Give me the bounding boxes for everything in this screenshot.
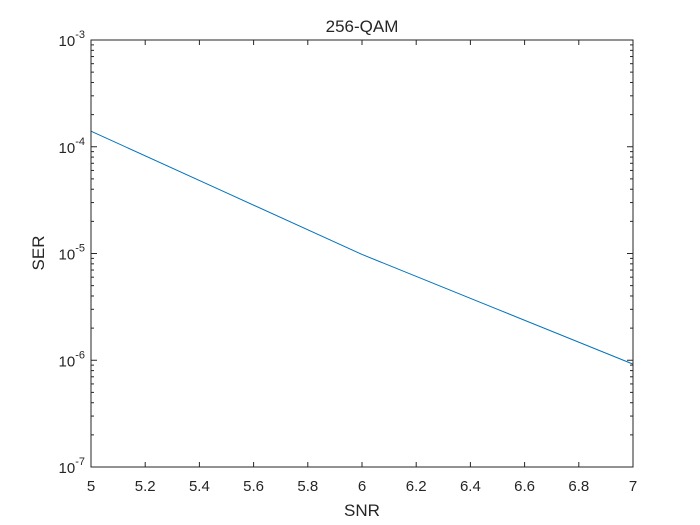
x-tick-label: 5.4 bbox=[189, 478, 210, 495]
y-tick-label: 10-6 bbox=[59, 349, 85, 370]
series-line-0 bbox=[90, 130, 634, 365]
series-layer bbox=[90, 130, 634, 365]
x-tick-label: 6.8 bbox=[568, 478, 589, 495]
chart-title: 256-QAM bbox=[326, 17, 399, 36]
x-tick-label: 6.4 bbox=[460, 478, 481, 495]
x-tick-label: 6.6 bbox=[514, 478, 535, 495]
plot-area bbox=[91, 40, 633, 467]
y-tick-label: 10-7 bbox=[59, 456, 85, 477]
y-tick-label: 10-3 bbox=[59, 29, 85, 50]
x-axis-label: SNR bbox=[344, 501, 380, 520]
y-tick-label: 10-5 bbox=[59, 243, 85, 264]
x-tick-label: 5.6 bbox=[243, 478, 264, 495]
x-tick-label: 6 bbox=[358, 478, 366, 495]
x-tick-label: 5.2 bbox=[135, 478, 156, 495]
y-axis-ticks: 10-7 10-6 10-5 10-4 10-3 bbox=[59, 29, 633, 477]
y-tick-label: 10-4 bbox=[59, 136, 85, 157]
y-axis-label: SER bbox=[29, 236, 48, 271]
x-tick-label: 6.2 bbox=[406, 478, 427, 495]
x-axis-ticks: 5 5.2 5.4 5.6 5.8 6 6.2 6.4 6.6 6.8 7 bbox=[87, 40, 637, 495]
x-tick-label: 5 bbox=[87, 478, 95, 495]
x-tick-label: 5.8 bbox=[297, 478, 318, 495]
x-tick-label: 7 bbox=[629, 478, 637, 495]
